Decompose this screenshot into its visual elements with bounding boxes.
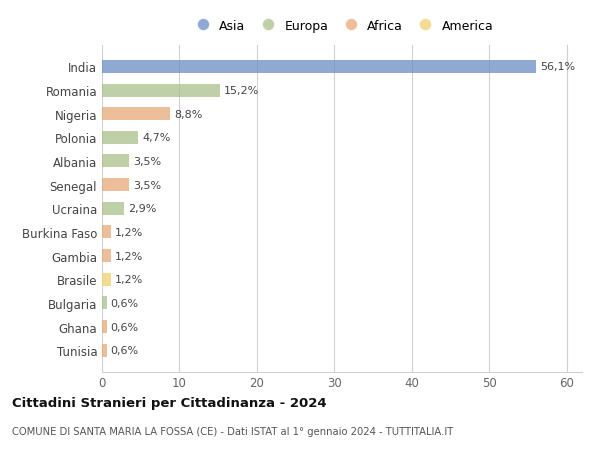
Bar [102, 132, 139, 145]
Bar [102, 84, 220, 97]
Bar [102, 61, 536, 74]
Text: 3,5%: 3,5% [133, 157, 161, 167]
Text: 2,9%: 2,9% [128, 204, 157, 214]
Text: 4,7%: 4,7% [142, 133, 170, 143]
Text: 8,8%: 8,8% [174, 109, 202, 119]
Text: 1,2%: 1,2% [115, 251, 143, 261]
Bar [102, 179, 129, 192]
Text: 0,6%: 0,6% [110, 298, 139, 308]
Legend: Asia, Europa, Africa, America: Asia, Europa, Africa, America [191, 20, 493, 33]
Bar [102, 226, 111, 239]
Text: 56,1%: 56,1% [540, 62, 575, 72]
Bar [102, 250, 111, 263]
Text: 1,2%: 1,2% [115, 274, 143, 285]
Bar [102, 344, 107, 357]
Text: 0,6%: 0,6% [110, 346, 139, 355]
Text: 1,2%: 1,2% [115, 228, 143, 237]
Text: 0,6%: 0,6% [110, 322, 139, 332]
Bar [102, 202, 124, 215]
Bar [102, 297, 107, 310]
Text: COMUNE DI SANTA MARIA LA FOSSA (CE) - Dati ISTAT al 1° gennaio 2024 - TUTTITALIA: COMUNE DI SANTA MARIA LA FOSSA (CE) - Da… [12, 426, 453, 436]
Text: 15,2%: 15,2% [224, 86, 259, 96]
Bar [102, 155, 129, 168]
Text: Cittadini Stranieri per Cittadinanza - 2024: Cittadini Stranieri per Cittadinanza - 2… [12, 396, 326, 409]
Bar [102, 108, 170, 121]
Bar [102, 273, 111, 286]
Bar [102, 320, 107, 333]
Text: 3,5%: 3,5% [133, 180, 161, 190]
